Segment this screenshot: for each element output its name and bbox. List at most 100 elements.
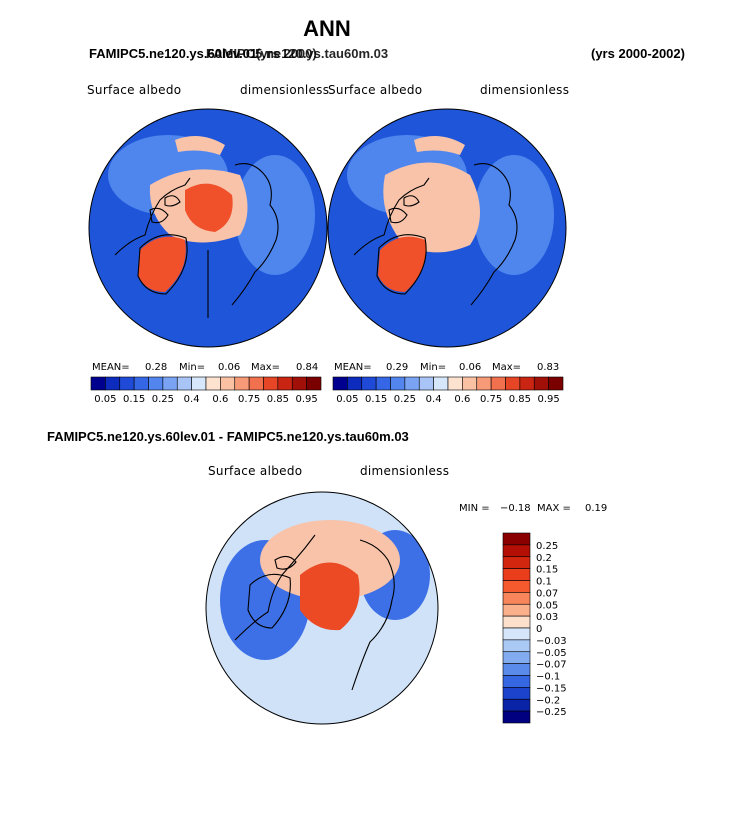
colorbar-swatch (191, 376, 207, 391)
colorbar-swatch (390, 376, 406, 391)
left-years-label: (yrs 2000) (256, 46, 317, 61)
colorbar-swatch (205, 376, 221, 391)
colorbar-tick-label: 0 (536, 624, 542, 635)
colorbar-swatch (248, 376, 264, 391)
colorbar-swatch (502, 592, 531, 605)
colorbar-swatch (502, 710, 531, 724)
colorbar-swatch (502, 675, 531, 688)
page-title: ANN (303, 16, 351, 41)
colorbar-swatch (375, 376, 391, 391)
right-min-label: Min= (420, 362, 447, 373)
right-min-value: 0.06 (459, 362, 482, 373)
right-mean-value: 0.29 (386, 362, 409, 373)
greenland-ice (378, 236, 426, 292)
colorbar-swatch (502, 615, 531, 629)
colorbar-swatch (502, 687, 531, 700)
colorbar-tick-label: −0.15 (536, 683, 567, 694)
colorbar-left: 0.05 0.15 0.25 0.4 0.6 0.75 0.85 0.95 (90, 376, 322, 405)
right-mean-label: MEAN= (334, 362, 372, 373)
colorbar-tick-label: 0.95 (295, 394, 317, 405)
colorbar-tick-label: 0.75 (480, 394, 502, 405)
left-min-label: Min= (179, 362, 206, 373)
colorbar-swatch (277, 376, 293, 391)
sea-ice-core (185, 183, 233, 232)
colorbar-swatch (502, 651, 531, 664)
colorbar-swatch (176, 376, 192, 391)
colorbar-swatch (433, 376, 449, 391)
colorbar-swatch (490, 376, 506, 391)
colorbar-swatch (476, 376, 492, 391)
colorbar-swatch (502, 544, 531, 558)
colorbar-swatch (418, 376, 434, 391)
colorbar-tick-label: 0.6 (454, 394, 470, 405)
greenland-ice (138, 236, 186, 292)
difference-header: FAMIPC5.ne120.ys.60lev.01 - FAMIPC5.ne12… (47, 429, 409, 444)
colorbar-swatch (533, 376, 549, 391)
albedo-map-right (327, 108, 567, 348)
colorbar-tick-label: 0.6 (212, 394, 228, 405)
right-years-label: (yrs 2000-2002) (591, 46, 685, 61)
right-max-value: 0.83 (537, 362, 560, 373)
colorbar-tick-label: 0.05 (336, 394, 358, 405)
colorbar-swatch (502, 603, 531, 617)
left-mean-label: MEAN= (92, 362, 130, 373)
colorbar-swatch (332, 376, 348, 391)
colorbar-tick-label: 0.07 (536, 588, 558, 599)
land-band-eurasia (474, 155, 554, 275)
colorbar-tick-label: 0.2 (536, 553, 552, 564)
albedo-map-left (88, 108, 328, 348)
right-case-header-overlap: FAMIPC5.ne120.ys.tau60m.03 (206, 46, 389, 61)
colorbar-tick-label: 0.15 (123, 394, 145, 405)
sea-ice-region (383, 162, 480, 253)
map-border (205, 491, 439, 725)
colorbar-tick-label: 0.25 (152, 394, 174, 405)
colorbar-swatch (306, 376, 322, 391)
diff-map-units: dimensionless (360, 464, 450, 478)
right-max-label: Max= (492, 362, 522, 373)
coastlines (114, 163, 279, 318)
left-map-units: dimensionless (240, 83, 330, 97)
albedo-difference-map (205, 491, 439, 725)
colorbar-right: 0.05 0.15 0.25 0.4 0.6 0.75 0.85 0.95 (332, 376, 564, 405)
colorbar-tick-label: 0.05 (94, 394, 116, 405)
colorbar-swatch (502, 568, 531, 581)
right-map-variable: Surface albedo (328, 83, 423, 97)
colorbar-swatch (548, 376, 564, 391)
warm-fringe (260, 520, 400, 600)
colorbar-swatch (502, 532, 531, 546)
right-map-units: dimensionless (480, 83, 570, 97)
colorbar-difference: 0.250.20.150.10.070.050.030−0.03−0.05−0.… (502, 532, 567, 724)
colorbar-swatch (502, 627, 531, 641)
mid-band (414, 136, 465, 155)
colorbar-swatch (462, 376, 478, 391)
colorbar-tick-label: 0.15 (365, 394, 387, 405)
colorbar-tick-label: 0.03 (536, 612, 558, 623)
pos-core (300, 562, 360, 631)
colorbar-swatch (519, 376, 535, 391)
colorbar-swatch (361, 376, 377, 391)
colorbar-swatch (502, 580, 531, 593)
colorbar-tick-label: 0.25 (536, 541, 558, 552)
colorbar-swatch (505, 376, 521, 391)
map-border (327, 108, 567, 348)
colorbar-tick-label: 0.05 (536, 600, 558, 611)
diff-max-value: 0.19 (585, 503, 608, 514)
colorbar-swatch (220, 376, 236, 391)
left-max-label: Max= (251, 362, 281, 373)
colorbar-tick-label: 0.25 (394, 394, 416, 405)
colorbar-swatch (234, 376, 250, 391)
colorbar-swatch (502, 663, 531, 676)
colorbar-tick-label: −0.03 (536, 636, 567, 647)
colorbar-tick-label: −0.05 (536, 648, 567, 659)
colorbar-tick-label: 0.85 (509, 394, 531, 405)
diff-min-label: MIN = (459, 503, 490, 514)
colorbar-swatch (162, 376, 178, 391)
colorbar-tick-label: 0.15 (536, 565, 558, 576)
left-map-variable: Surface albedo (87, 83, 182, 97)
land-band-eurasia (235, 155, 315, 275)
colorbar-swatch (347, 376, 363, 391)
colorbar-swatch (263, 376, 279, 391)
colorbar-tick-label: 0.85 (267, 394, 289, 405)
diff-min-value: −0.18 (500, 503, 531, 514)
